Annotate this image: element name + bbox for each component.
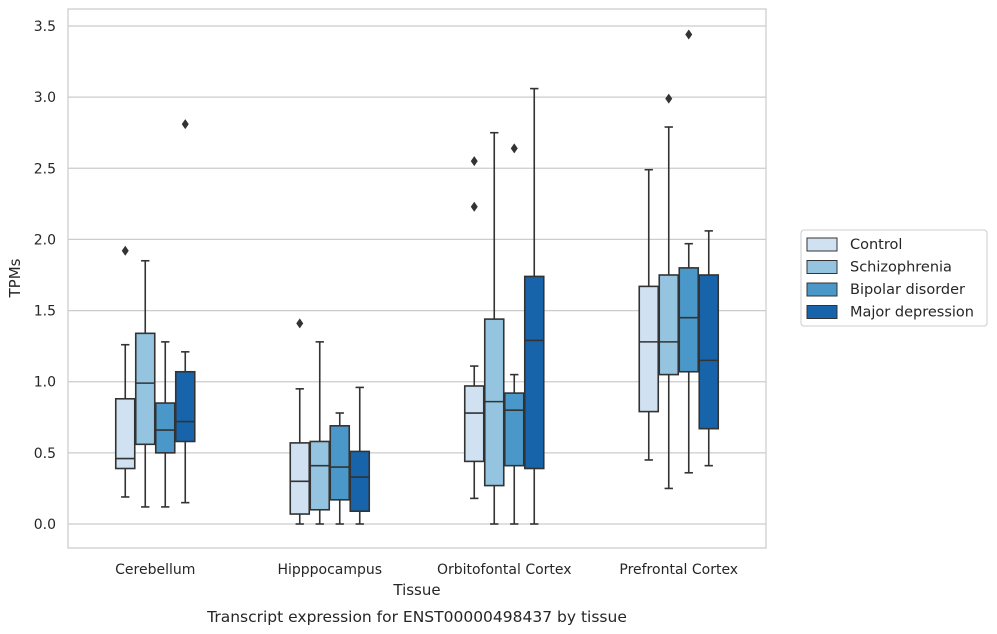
plot-boxes — [114, 29, 720, 525]
y-tick-label: 3.5 — [34, 19, 56, 35]
x-tick-label: Prefrontal Cortex — [619, 562, 738, 578]
outlier-point — [510, 143, 518, 154]
box-body — [134, 332, 156, 446]
box-bipolar-disorder — [329, 412, 351, 525]
y-tick-label: 2.5 — [34, 161, 56, 177]
box-body — [174, 370, 196, 443]
box-schizophrenia — [658, 93, 680, 490]
outlier-point — [470, 201, 478, 212]
box-body — [503, 392, 525, 467]
box-body — [658, 274, 680, 376]
x-tick-label: Cerebellum — [115, 562, 195, 578]
legend-swatch — [806, 260, 838, 274]
legend-swatch — [806, 237, 838, 252]
box-body — [698, 274, 720, 430]
y-tick-label: 3.0 — [34, 90, 56, 106]
box-major-depression — [349, 386, 371, 525]
box-body — [638, 285, 660, 413]
box-major-depression — [523, 87, 545, 525]
legend-label: Major depression — [850, 305, 974, 321]
outlier-point — [470, 156, 478, 167]
outlier-point — [685, 29, 693, 40]
box-schizophrenia — [134, 259, 156, 508]
box-body — [678, 267, 700, 373]
box-body — [463, 385, 485, 463]
box-control — [463, 156, 485, 500]
legend-label: Bipolar disorder — [850, 282, 965, 298]
figure-caption: Transcript expression for ENST0000049843… — [206, 608, 627, 626]
box-body — [114, 397, 136, 470]
outlier-point — [181, 119, 189, 130]
box-body — [523, 275, 545, 470]
box-body — [289, 442, 311, 515]
outlier-point — [121, 245, 129, 256]
legend-label: Control — [850, 237, 902, 253]
outlier-point — [665, 93, 673, 104]
legend-label: Schizophrenia — [850, 260, 952, 276]
box-control — [114, 245, 136, 498]
box-bipolar-disorder — [503, 143, 525, 525]
box-body — [309, 440, 331, 511]
box-bipolar-disorder — [154, 341, 176, 508]
y-tick-label: 0.0 — [34, 517, 56, 533]
x-axis-label: Tissue — [392, 581, 440, 599]
outlier-point — [296, 318, 304, 329]
y-tick-label: 1.5 — [34, 304, 56, 320]
box-major-depression — [698, 230, 720, 467]
box-bipolar-disorder — [678, 29, 700, 474]
box-body — [329, 425, 351, 501]
y-tick-label: 0.5 — [34, 446, 56, 462]
y-axis-label: TPMs — [6, 258, 24, 298]
box-control — [289, 318, 311, 525]
box-body — [154, 402, 176, 454]
box-schizophrenia — [483, 131, 505, 525]
legend-swatch — [806, 305, 838, 319]
legend-swatch — [806, 282, 838, 297]
x-tick-label: Hipppocampus — [277, 562, 382, 578]
x-tick-label: Orbitofontal Cortex — [437, 562, 572, 578]
legend-frame — [800, 229, 988, 327]
y-tick-label: 1.0 — [34, 375, 56, 391]
box-control — [638, 168, 660, 461]
plot-frame — [67, 8, 767, 549]
y-tick-labels: 0.0 0.5 1.0 1.5 2.0 2.5 3.0 3.5 — [34, 19, 56, 533]
box-major-depression — [174, 119, 196, 504]
box-body — [349, 450, 371, 512]
box-schizophrenia — [309, 341, 331, 525]
x-tick-labels: Cerebellum Hipppocampus Orbitofontal Corte… — [115, 562, 738, 578]
y-tick-label: 2.0 — [34, 232, 56, 248]
legend: Control Schizophrenia Bipolar disorder Majo… — [800, 229, 988, 327]
